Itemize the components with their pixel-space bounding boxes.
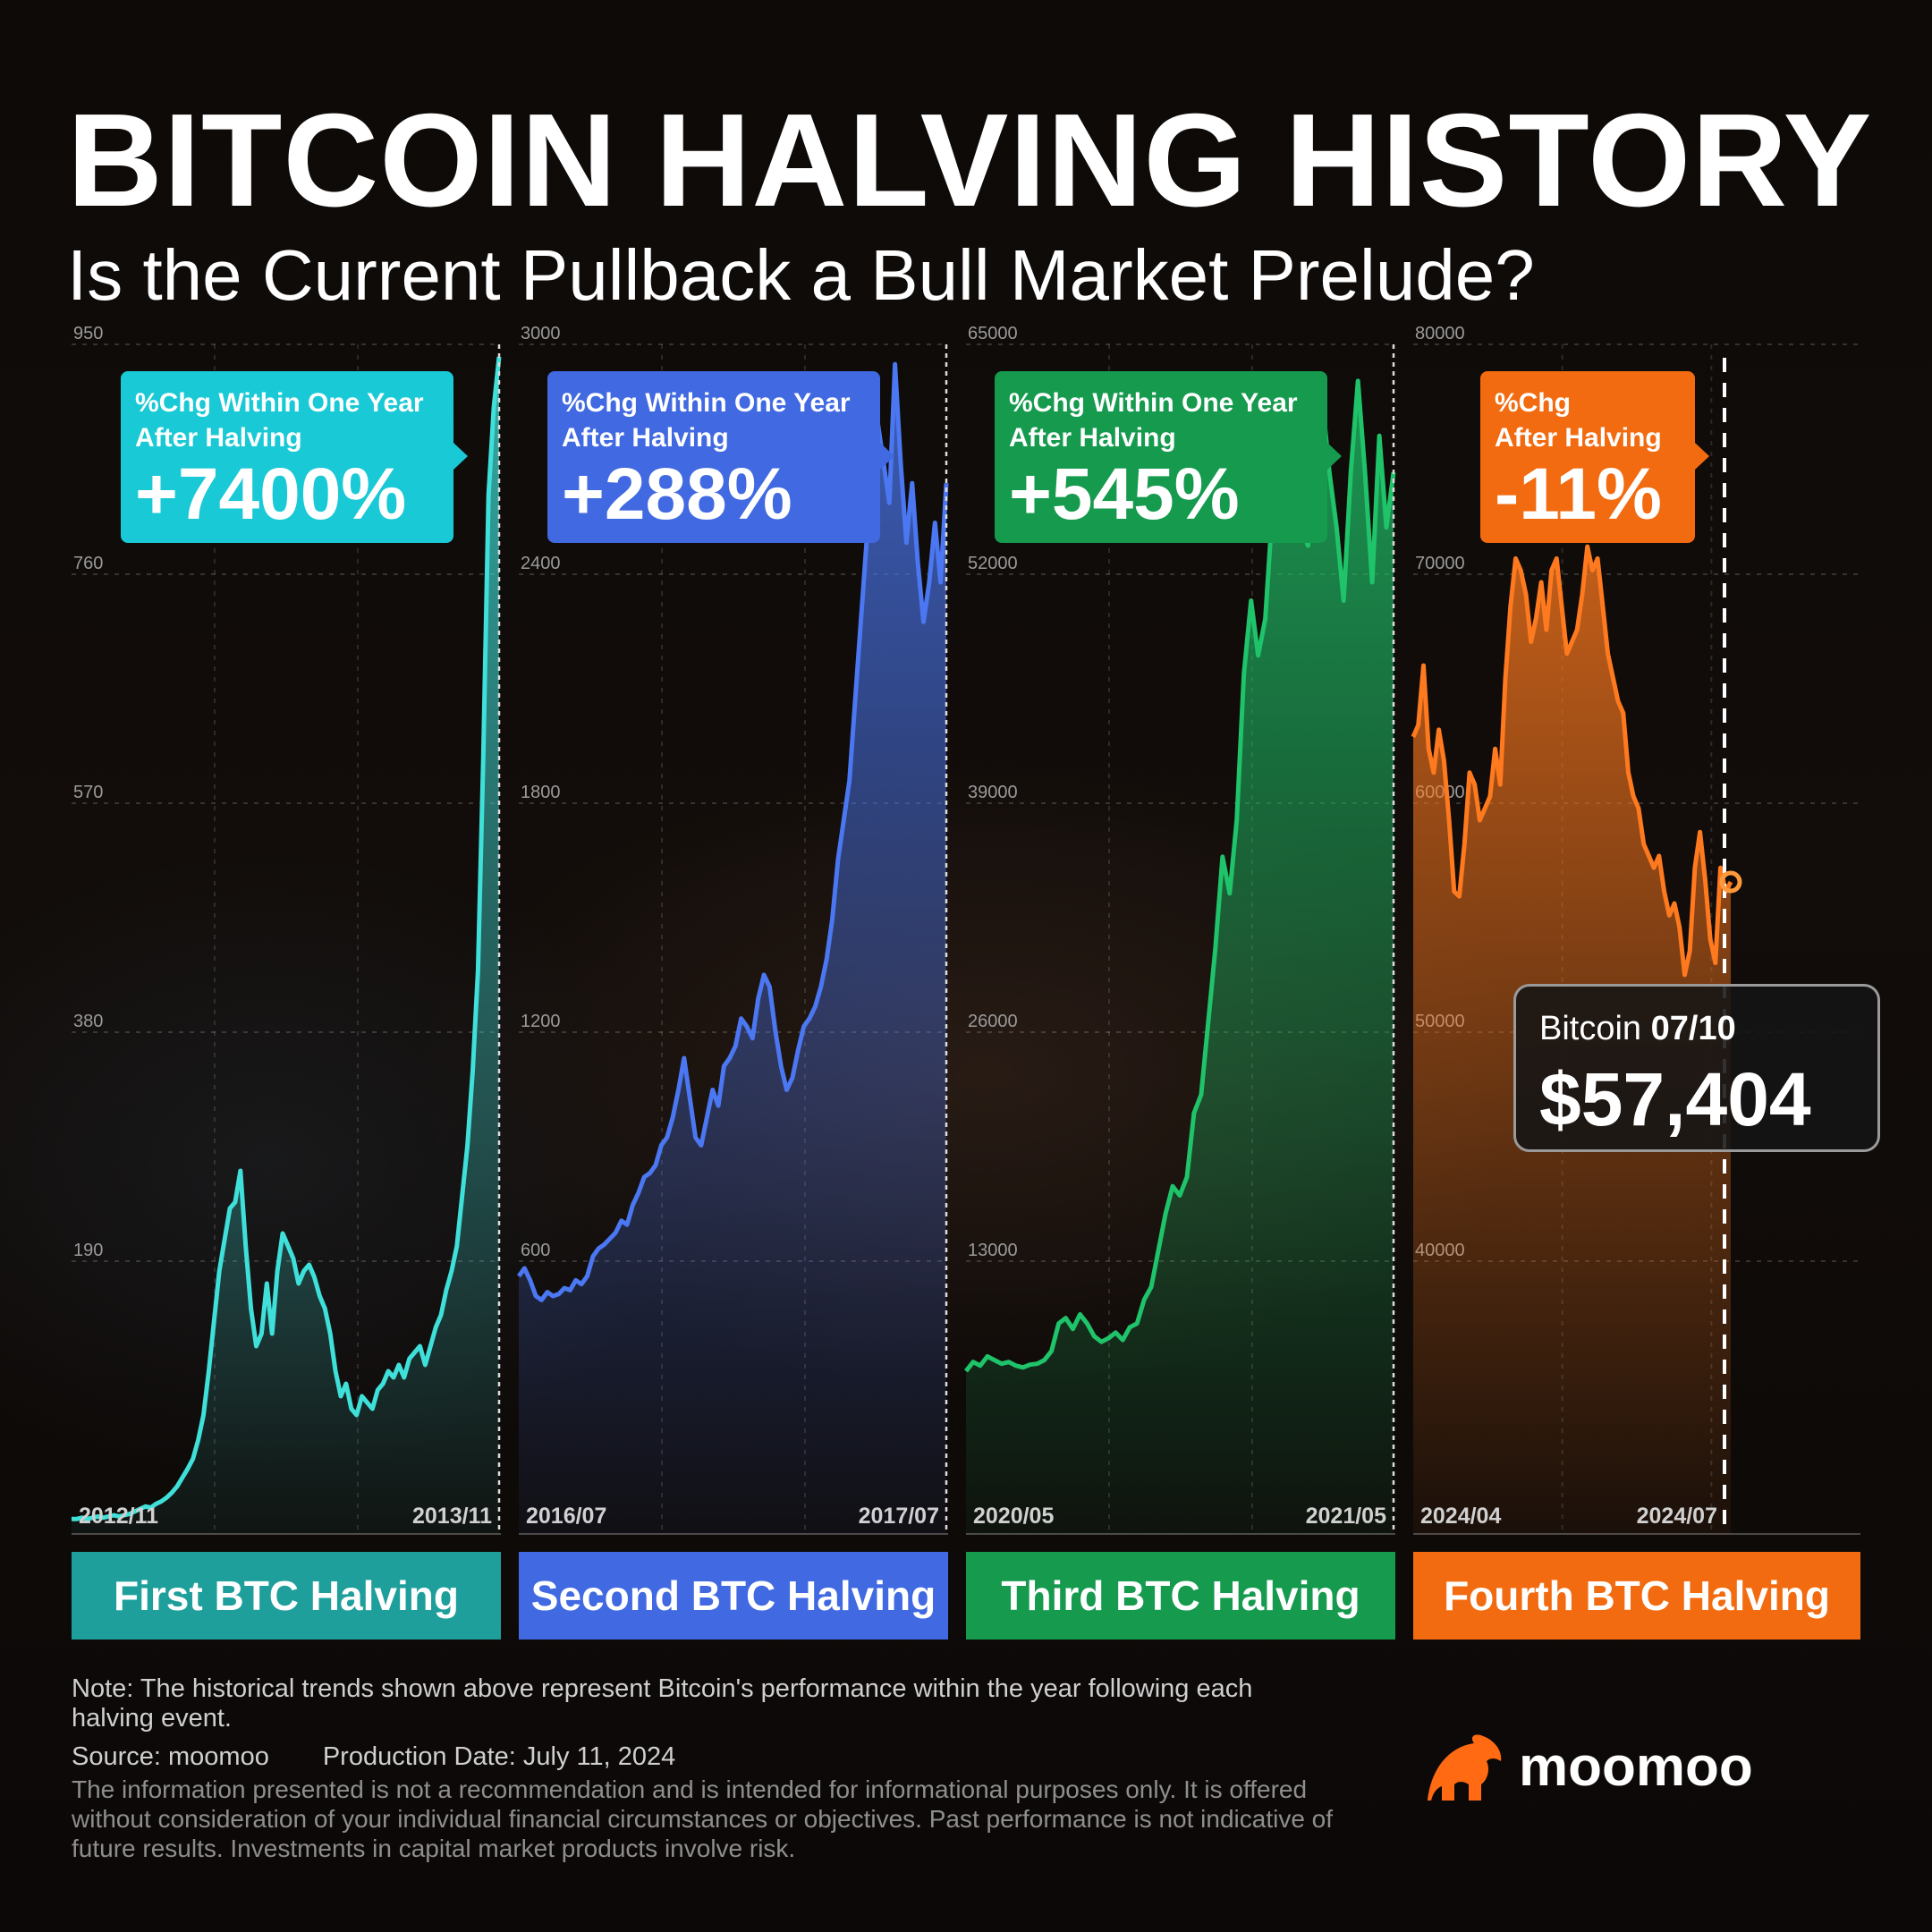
fourth-callout-line2: After Halving xyxy=(1495,423,1662,453)
first-callout-box xyxy=(121,371,453,543)
first-ytick-label: 380 xyxy=(73,1012,103,1031)
third-halving-panel: 65000 52000 39000 26000 13000 2020/05 2021/05%… xyxy=(964,324,1396,1535)
current-price-marker xyxy=(1719,870,1742,894)
third-x-start-label: 2020/05 xyxy=(973,1504,1054,1529)
first-halving-panel: 950 760 570 380 190 2012/11 2013/11 %Chg Within… xyxy=(72,324,502,1535)
second-ytick-label: 3000 xyxy=(521,324,561,343)
fourth-halving-panel: 80000700006000050000400002024/042024/07%… xyxy=(1411,324,1860,1535)
second-callout-line2: After Halving xyxy=(562,423,729,453)
moomoo-logo: moomoo xyxy=(1424,1731,1753,1802)
third-ytick-label: 65000 xyxy=(968,324,1018,343)
second-callout-pointer xyxy=(880,443,894,470)
current-price-label: Bitcoin 07/10 xyxy=(1539,1010,1736,1048)
first-area-fill xyxy=(72,357,499,1534)
first-callout-line2: After Halving xyxy=(135,423,302,453)
footer-note: Note: The historical trends shown above … xyxy=(72,1674,1253,1733)
second-ytick-label: 2400 xyxy=(521,554,561,573)
second-callout-value: +288% xyxy=(562,453,792,535)
third-x-end-label: 2021/05 xyxy=(1306,1504,1386,1529)
fourth-x-end-label: 2024/07 xyxy=(1637,1504,1717,1529)
brand-name: moomoo xyxy=(1519,1735,1753,1798)
first-x-start-label: 2012/11 xyxy=(79,1504,158,1529)
third-callout-line1: %Chg Within One Year xyxy=(1009,388,1298,418)
first-callout-line1: %Chg Within One Year xyxy=(135,388,424,418)
second-callout-line1: %Chg Within One Year xyxy=(562,388,851,418)
source-text: Source: moomoo xyxy=(72,1742,269,1771)
current-price-box: Bitcoin 07/10 $57,404 xyxy=(1513,984,1880,1152)
second-ytick-label: 600 xyxy=(521,1241,550,1260)
second-halving-panel: 3000 2400 1800 1200 600 2016/07 2017/07 %Chg Wi… xyxy=(516,324,949,1535)
moomoo-bull-icon xyxy=(1428,1734,1502,1801)
fourth-price-line xyxy=(1411,544,1733,978)
fourth-callout-value: -11% xyxy=(1495,453,1662,535)
current-price-asset: Bitcoin xyxy=(1539,1010,1642,1047)
current-price-date: 07/10 xyxy=(1650,1010,1736,1047)
second-area-fill xyxy=(519,364,946,1535)
first-ytick-label: 760 xyxy=(73,554,103,573)
third-ytick-label: 26000 xyxy=(968,1012,1018,1031)
third-callout-value: +545% xyxy=(1009,453,1240,535)
fourth-ytick-label: 80000 xyxy=(1415,324,1465,343)
fourth-ytick-label: 70000 xyxy=(1415,554,1465,573)
second-callout-box xyxy=(547,371,880,543)
third-callout-pointer xyxy=(1327,443,1342,470)
second-x-end-label: 2017/07 xyxy=(859,1504,939,1529)
disclaimer: The information presented is not a recom… xyxy=(72,1775,1334,1862)
third-callout-box xyxy=(995,371,1327,543)
third-ytick-label: 39000 xyxy=(968,783,1018,802)
current-price-value: $57,404 xyxy=(1539,1057,1811,1141)
third-ytick-label: 52000 xyxy=(968,554,1018,573)
first-callout-pointer xyxy=(453,443,468,470)
first-x-end-label: 2013/11 xyxy=(412,1504,492,1529)
source-line: Source: moomoo Production Date: July 11, … xyxy=(72,1742,729,1772)
second-ytick-label: 1800 xyxy=(521,783,561,802)
second-ytick-label: 1200 xyxy=(521,1012,561,1031)
third-ytick-label: 13000 xyxy=(968,1241,1018,1260)
third-area-fill xyxy=(966,380,1394,1534)
fourth-x-start-label: 2024/04 xyxy=(1420,1504,1501,1529)
page-subtitle: Is the Current Pullback a Bull Market Pr… xyxy=(67,235,1535,315)
fourth-callout-box xyxy=(1480,371,1695,543)
second-x-start-label: 2016/07 xyxy=(526,1504,606,1529)
first-halving-label: First BTC Halving xyxy=(72,1552,501,1640)
first-ytick-label: 190 xyxy=(73,1241,103,1260)
first-callout-value: +7400% xyxy=(135,453,406,535)
page-title: BITCOIN HALVING HISTORY xyxy=(67,87,1873,234)
first-ytick-label: 570 xyxy=(73,783,103,802)
first-price-line xyxy=(72,356,502,1521)
third-callout-line2: After Halving xyxy=(1009,423,1176,453)
production-date: Production Date: July 11, 2024 xyxy=(322,1742,676,1771)
first-ytick-label: 950 xyxy=(73,324,103,343)
third-halving-label: Third BTC Halving xyxy=(966,1552,1395,1640)
fourth-callout-line1: %Chg xyxy=(1495,388,1571,418)
second-halving-label: Second BTC Halving xyxy=(519,1552,948,1640)
fourth-callout-pointer xyxy=(1695,443,1709,470)
fourth-halving-label: Fourth BTC Halving xyxy=(1413,1552,1860,1640)
